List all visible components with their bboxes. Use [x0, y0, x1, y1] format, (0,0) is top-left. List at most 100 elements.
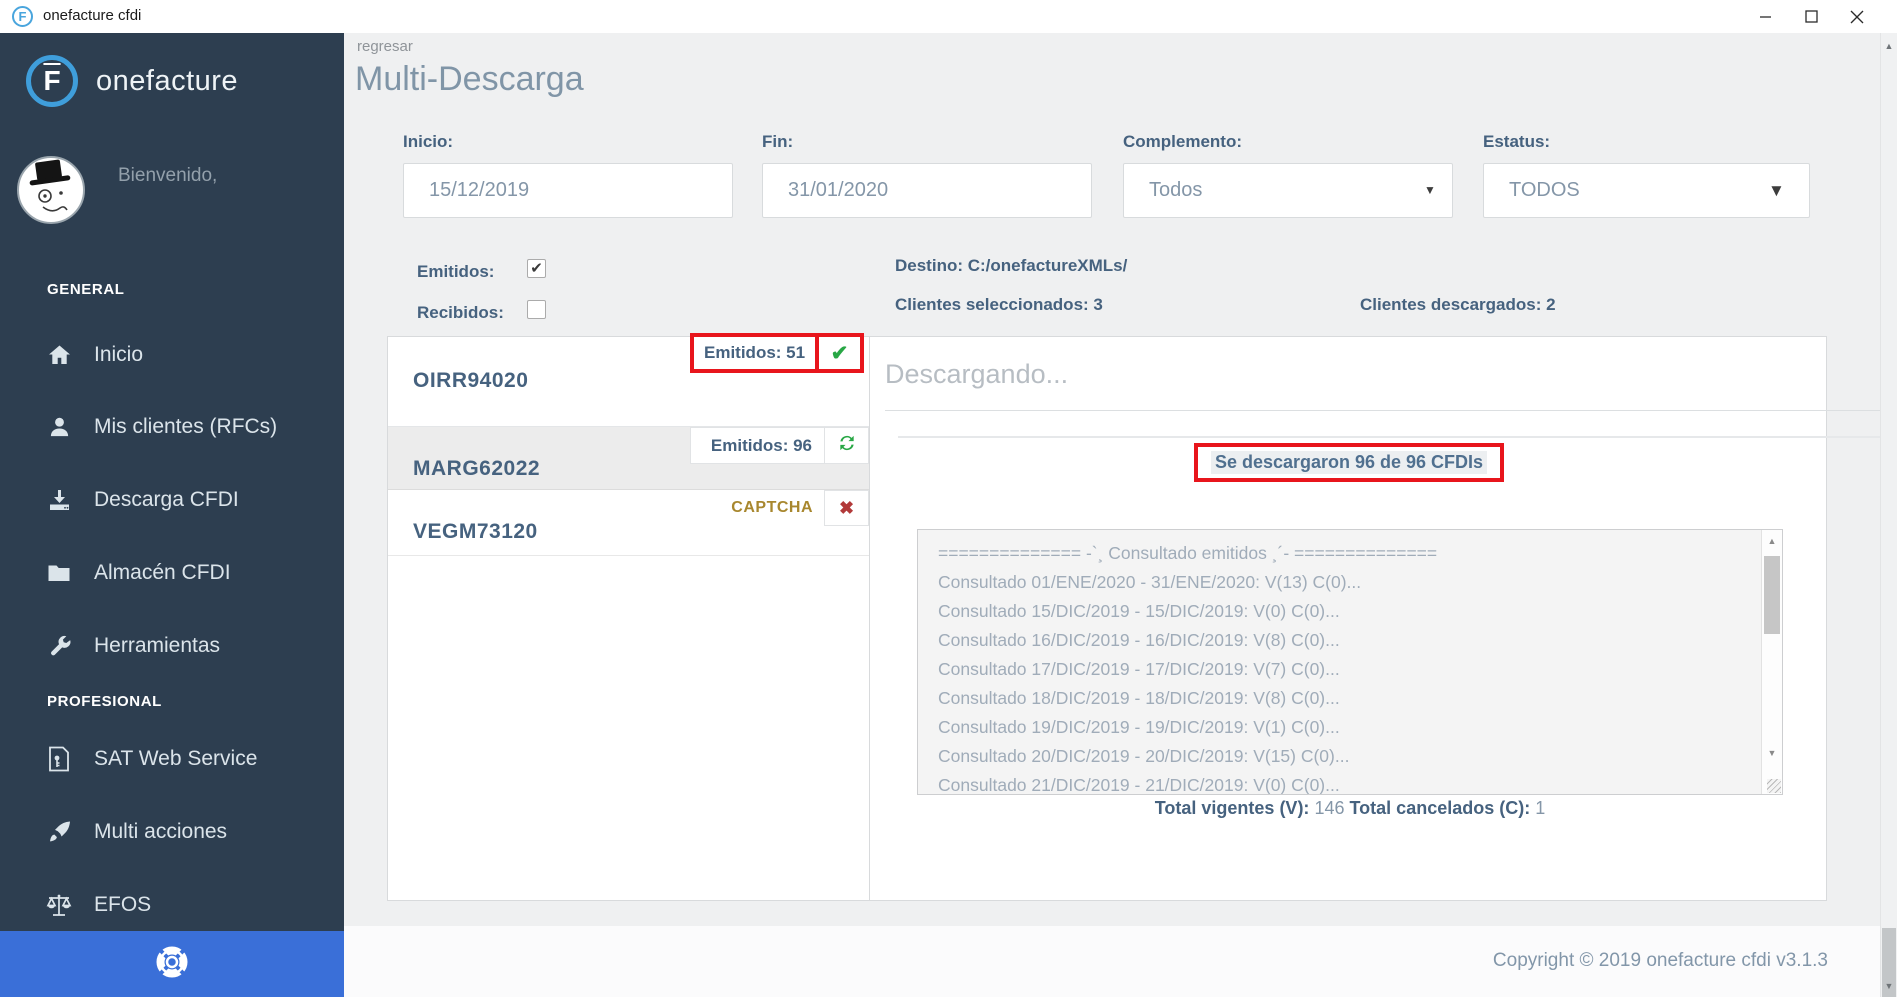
sidebar-item-inicio[interactable]: Inicio — [0, 331, 344, 379]
client-rfc: OIRR94020 — [413, 369, 529, 392]
scales-icon — [44, 892, 74, 918]
clientes-seleccionados-text: Clientes seleccionados: 3 — [895, 295, 1103, 314]
avatar — [16, 155, 86, 230]
cross-icon: ✖ — [838, 497, 855, 518]
sidebar-item-descarga-cfdi[interactable]: Descarga CFDI — [0, 476, 344, 524]
sidebar: F onefacture Bienvenido, GENERAL In — [0, 33, 344, 997]
inicio-date-input[interactable]: 15/12/2019 — [403, 163, 733, 218]
scrollbar-thumb[interactable] — [1882, 928, 1896, 997]
status-cell[interactable]: ✖ — [824, 490, 869, 526]
emitidos-count-badge: Emitidos: 51 — [690, 333, 820, 373]
log-line: Consultado 16/DIC/2019 - 16/DIC/2019: V(… — [938, 630, 1340, 650]
footer: Copyright © 2019 onefacture cfdi v3.1.3 — [344, 926, 1880, 997]
total-vigentes-label: Total vigentes (V): — [1154, 798, 1310, 818]
log-line: Consultado 17/DIC/2019 - 17/DIC/2019: V(… — [938, 659, 1340, 679]
sidebar-item-label: Mis clientes (RFCs) — [94, 415, 278, 438]
sidebar-item-herramientas[interactable]: Herramientas — [0, 622, 344, 670]
status-cell[interactable] — [824, 427, 869, 464]
scrollbar-up-icon[interactable]: ▲ — [1767, 536, 1777, 546]
sidebar-item-label: Almacén CFDI — [94, 561, 231, 584]
scrollbar-up-icon[interactable]: ▲ — [1884, 41, 1894, 51]
scrollbar-down-icon[interactable]: ▼ — [1767, 748, 1777, 758]
total-cancelados-label: Total cancelados (C): — [1349, 798, 1531, 818]
user-icon — [44, 415, 74, 439]
sidebar-item-mis-clientes[interactable]: Mis clientes (RFCs) — [0, 403, 344, 451]
clientes-descargados-text: Clientes descargados: 2 — [1360, 295, 1556, 314]
check-icon: ✔ — [830, 341, 849, 365]
sidebar-item-label: Descarga CFDI — [94, 488, 239, 511]
home-icon — [44, 343, 74, 367]
log-line: Consultado 19/DIC/2019 - 19/DIC/2019: V(… — [938, 717, 1340, 737]
sidebar-item-almacen-cfdi[interactable]: Almacén CFDI — [0, 549, 344, 597]
brand: F onefacture — [26, 55, 238, 107]
maximize-button[interactable] — [1788, 0, 1834, 33]
inicio-label: Inicio: — [403, 132, 454, 151]
fin-date-input[interactable]: 31/01/2020 — [762, 163, 1092, 218]
recibidos-label: Recibidos: — [417, 303, 504, 322]
emitidos-checkbox[interactable]: ✔ — [527, 259, 546, 278]
log-line: Consultado 21/DIC/2019 - 21/DIC/2019: V(… — [938, 775, 1340, 795]
fin-label: Fin: — [762, 132, 794, 151]
total-vigentes-value: 146 — [1314, 798, 1345, 818]
divider-line — [885, 410, 1897, 411]
window-scrollbar[interactable]: ▲ ▼ — [1880, 33, 1897, 997]
brand-name: onefacture — [96, 64, 239, 97]
sidebar-item-label: SAT Web Service — [94, 747, 258, 770]
lifebuoy-icon — [155, 945, 189, 984]
annotation-box: Emitidos: 51 ✔ — [690, 333, 865, 373]
back-link[interactable]: regresar — [357, 38, 413, 55]
sidebar-item-multi-acciones[interactable]: Multi acciones — [0, 808, 344, 856]
client-row-oirr94020[interactable]: OIRR94020 Emitidos: 51 ✔ — [388, 333, 869, 427]
sidebar-section-general: GENERAL — [47, 281, 125, 298]
totals-line: Total vigentes (V): 146 Total cancelados… — [917, 798, 1783, 819]
resize-grip[interactable] — [1767, 779, 1781, 793]
panel-divider — [869, 337, 870, 900]
status-cell: ✔ — [815, 333, 865, 373]
sidebar-item-efos[interactable]: EFOS — [0, 881, 344, 929]
log-line: Consultado 01/ENE/2020 - 31/ENE/2020: V(… — [938, 572, 1362, 592]
sidebar-item-sat-web-service[interactable]: SAT Web Service — [0, 735, 344, 783]
wrench-icon — [44, 634, 74, 658]
complemento-label: Complemento: — [1123, 132, 1242, 151]
log-scrollbar[interactable]: ▲ ▼ — [1761, 530, 1782, 794]
close-button[interactable] — [1834, 0, 1880, 33]
copyright-text: Copyright © 2019 onefacture cfdi v3.1.3 — [1492, 950, 1828, 971]
window-titlebar: F onefacture cfdi — [0, 0, 1897, 33]
client-row-marg62022[interactable]: MARG62022 Emitidos: 96 — [388, 427, 869, 490]
download-log-textarea[interactable]: ============== -`¸ Consultado emitidos ¸… — [917, 529, 1783, 795]
log-line: Consultado 20/DIC/2019 - 20/DIC/2019: V(… — [938, 746, 1350, 766]
download-status-title: Descargando... — [885, 359, 1069, 389]
sidebar-section-profesional: PROFESIONAL — [47, 693, 162, 710]
window-controls — [1742, 0, 1880, 33]
log-line: Consultado 18/DIC/2019 - 18/DIC/2019: V(… — [938, 688, 1340, 708]
chevron-down-icon: ▼ — [1424, 183, 1436, 197]
estatus-label: Estatus: — [1483, 132, 1551, 151]
log-line: Consultado 15/DIC/2019 - 15/DIC/2019: V(… — [938, 601, 1340, 621]
log-scrollbar-thumb[interactable] — [1764, 556, 1780, 634]
recibidos-checkbox[interactable] — [527, 300, 546, 319]
sidebar-item-label: Inicio — [94, 343, 144, 366]
emitidos-count-badge: Emitidos: 96 — [690, 427, 825, 464]
scrollbar-down-icon[interactable]: ▼ — [1884, 981, 1894, 991]
refresh-icon — [837, 433, 857, 458]
emitidos-label: Emitidos: — [417, 262, 495, 281]
log-lines: ============== -`¸ Consultado emitidos ¸… — [938, 539, 1738, 795]
download-icon — [44, 488, 74, 512]
complemento-select[interactable]: Todos — [1123, 163, 1453, 218]
multi-descarga-panel: OIRR94020 Emitidos: 51 ✔ MARG62022 Emiti… — [387, 333, 1897, 901]
rocket-icon — [44, 820, 74, 844]
folder-icon — [44, 561, 74, 585]
estatus-select[interactable]: TODOS — [1483, 163, 1810, 218]
welcome-text: Bienvenido, — [118, 165, 218, 186]
progress-bar — [898, 436, 1897, 438]
document-key-icon — [44, 746, 74, 772]
help-button[interactable] — [0, 931, 344, 997]
client-row-vegm73120[interactable]: VEGM73120 CAPTCHA ✖ — [388, 490, 869, 556]
minimize-button[interactable] — [1742, 0, 1788, 33]
chevron-down-icon: ▼ — [1768, 181, 1785, 200]
page-title: Multi-Descarga — [355, 60, 584, 98]
annotation-box: Se descargaron 96 de 96 CFDIs — [1194, 443, 1504, 482]
sidebar-item-label: EFOS — [94, 893, 152, 916]
total-cancelados-value: 1 — [1535, 798, 1546, 818]
